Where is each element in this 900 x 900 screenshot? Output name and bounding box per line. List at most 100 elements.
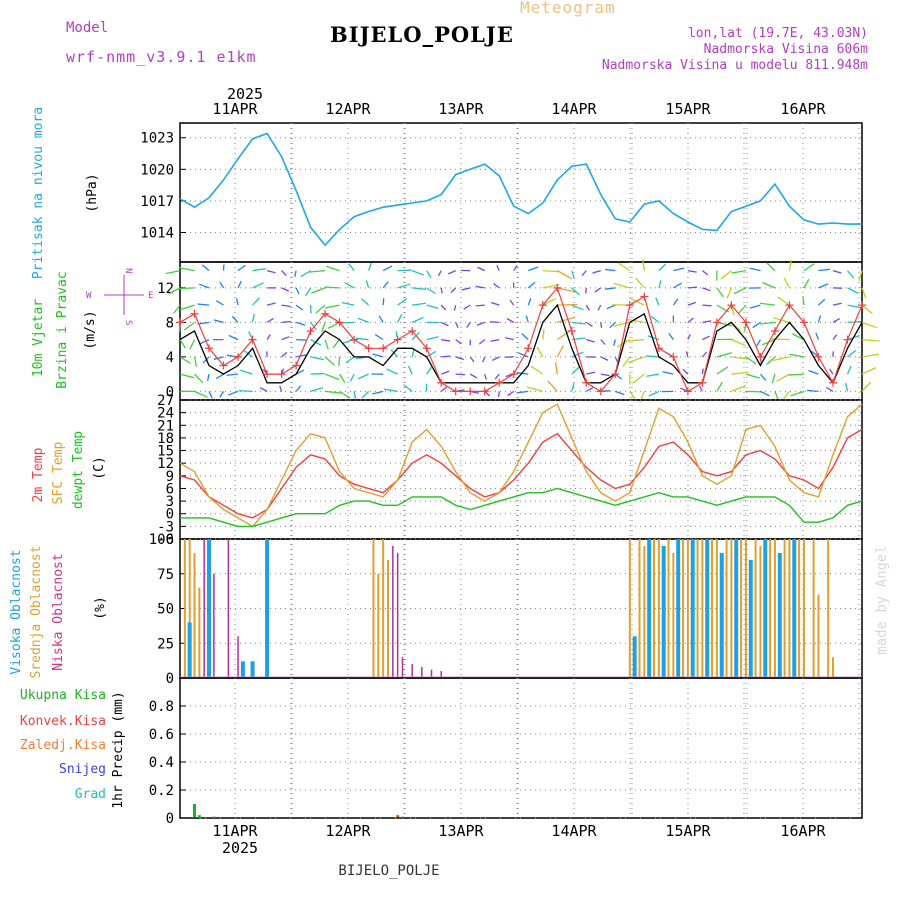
- high-cloud-bar: [676, 539, 681, 678]
- mid-cloud-bar: [769, 539, 772, 678]
- wind-arrow: [198, 283, 210, 289]
- cloud-ylabel-mid: Srednja Oblacnost: [29, 545, 44, 678]
- precip-legend-convective: Konvek.Kisa: [20, 714, 106, 729]
- wind-arrow: [818, 283, 829, 289]
- mid-cloud-bar: [653, 539, 656, 678]
- wind-gust-marker: [437, 378, 446, 387]
- wind-arrow: [208, 391, 213, 399]
- wind-arrow: [861, 338, 880, 342]
- mid-cloud-bar: [643, 545, 646, 678]
- wind-arrow: [672, 298, 679, 306]
- precip-bar: [396, 815, 400, 818]
- wind-arrow: [491, 356, 500, 362]
- mid-cloud-bar: [715, 539, 718, 678]
- low-cloud-bar: [430, 669, 433, 678]
- wind-arrow: [622, 356, 631, 367]
- wind-arrow: [173, 304, 181, 314]
- wind-gust-marker: [828, 378, 837, 387]
- wind-gust-marker: [538, 301, 547, 310]
- wind-arrow: [828, 368, 834, 375]
- ytick-label: 25: [157, 636, 174, 652]
- mid-cloud-bar: [759, 545, 762, 678]
- wind-gust-marker: [321, 309, 330, 318]
- wind-arrow: [490, 338, 500, 342]
- wind-arrow: [658, 280, 662, 289]
- wind-arrow: [527, 281, 536, 289]
- wind-arrow: [441, 355, 451, 358]
- wind-arrow: [358, 373, 369, 380]
- wind-arrow: [397, 269, 412, 272]
- wind-arrow: [861, 367, 877, 375]
- wind-arrow: [179, 373, 195, 379]
- wind-compass-icon: W E N S: [86, 268, 153, 325]
- mid-cloud-bar: [198, 587, 201, 678]
- wind-arrow: [361, 298, 370, 306]
- ytick-label: 21: [157, 418, 174, 434]
- wind-arrow: [673, 282, 683, 289]
- top-xtick-label: 12APR: [325, 100, 371, 118]
- mid-cloud-bar: [193, 552, 196, 678]
- wind-arrow: [789, 353, 805, 358]
- wind-gust-marker: [422, 344, 431, 353]
- ytick-label: 8: [166, 315, 174, 331]
- wind-arrow: [344, 282, 355, 289]
- wind-arrow: [281, 351, 288, 358]
- wind-arrow: [231, 315, 239, 323]
- wind-arrow: [215, 373, 224, 380]
- wind-arrow: [629, 297, 645, 306]
- wind-arrow: [324, 373, 340, 381]
- wind-arrow: [655, 297, 660, 306]
- wind-gust-marker: [785, 301, 794, 310]
- wind-arrow: [762, 282, 776, 289]
- wind-arrow: [252, 297, 261, 306]
- wind-arrow: [731, 384, 747, 392]
- high-cloud-bar: [647, 539, 652, 678]
- wind-gust-marker: [263, 370, 272, 379]
- wind-arrow: [295, 354, 307, 358]
- wind-gust-marker: [509, 370, 518, 379]
- meteogram-label: Meteogram: [520, 0, 616, 17]
- mid-cloud-bar: [672, 552, 675, 678]
- high-cloud-bar: [632, 636, 637, 678]
- wind-arrow: [756, 339, 761, 347]
- wind-arrow: [507, 390, 515, 397]
- wind-arrow: [526, 386, 543, 393]
- wind-arrow: [776, 373, 790, 382]
- wind-arrow: [749, 267, 761, 272]
- wind-arrow: [266, 302, 276, 306]
- wind-gust-marker: [640, 292, 649, 301]
- wind-unit: (m/s): [83, 310, 98, 349]
- wind-gust-marker: [683, 387, 692, 396]
- wind-gust-marker: [727, 301, 736, 310]
- ytick-label: 4: [166, 350, 174, 366]
- precip-bar: [197, 815, 201, 818]
- wind-arrow: [647, 335, 660, 341]
- ytick-label: -3: [157, 519, 174, 535]
- mid-cloud-bar: [183, 539, 186, 678]
- ytick-label: 24: [157, 406, 174, 422]
- wind-arrow: [774, 391, 779, 401]
- wind-arrow: [251, 313, 255, 323]
- wind-arrow: [648, 390, 660, 397]
- wind-ylabel-2: Brzina i Pravac: [55, 271, 70, 388]
- wind-arrow: [557, 287, 577, 293]
- wind-panel: 0 4 8 12: [157, 259, 880, 403]
- wind-arrow: [168, 287, 181, 295]
- ytick-label: 18: [157, 431, 174, 447]
- wind-arrow: [702, 335, 710, 341]
- wind-arrow: [321, 322, 326, 333]
- wind-arrow: [625, 338, 645, 342]
- wind-arrow: [455, 339, 462, 345]
- footer-station: BIJELO_POLJE: [338, 863, 439, 879]
- wind-arrow: [720, 270, 732, 280]
- wind-arrow: [605, 268, 616, 272]
- panel-frame: [179, 122, 863, 263]
- precip-bar: [212, 816, 216, 818]
- wind-arrow: [453, 304, 457, 311]
- wind-gust-marker: [350, 335, 359, 344]
- mid-cloud-bar: [686, 539, 689, 678]
- wind-arrow: [716, 287, 724, 298]
- temp-sfc-line: [179, 403, 863, 528]
- bottom-xtick-label: 12APR: [325, 822, 371, 840]
- cloud-ylabel-low: Niska Oblacnost: [51, 553, 66, 670]
